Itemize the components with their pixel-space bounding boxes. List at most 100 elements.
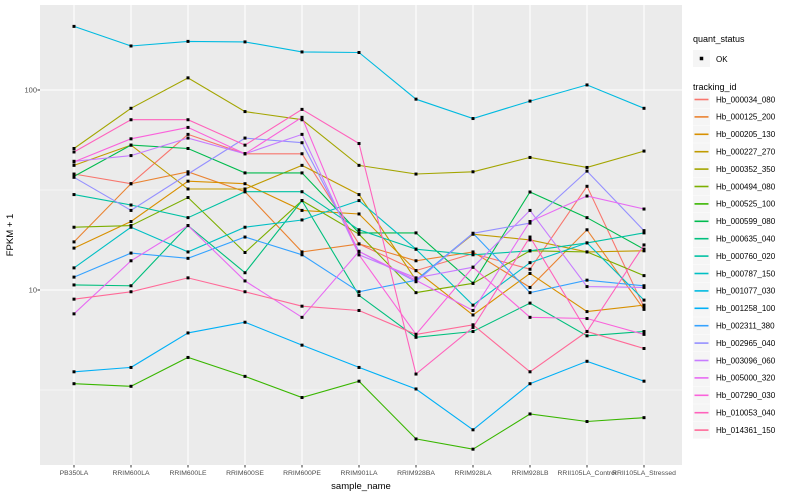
y-tick-label: 10	[29, 286, 37, 295]
data-point	[72, 297, 76, 301]
legend-item-Hb_005000_320: Hb_005000_320	[693, 369, 776, 387]
data-point	[528, 315, 532, 319]
data-point	[72, 146, 76, 150]
data-point	[585, 216, 589, 220]
data-point	[585, 184, 589, 188]
data-point	[471, 231, 475, 235]
data-point	[528, 235, 532, 239]
data-point	[585, 359, 589, 363]
data-point	[528, 238, 532, 242]
data-point	[357, 242, 361, 246]
x-tick-label: RRIM901LA	[340, 470, 377, 477]
data-point	[414, 278, 418, 282]
data-point	[585, 285, 589, 289]
data-point	[414, 259, 418, 263]
data-point	[357, 379, 361, 383]
data-point	[129, 365, 133, 369]
data-point	[642, 207, 646, 211]
data-point	[72, 283, 76, 287]
legend-item-Hb_010053_040: Hb_010053_040	[693, 404, 776, 422]
data-point	[642, 416, 646, 420]
data-point	[72, 163, 76, 167]
legend-item-Hb_000125_200: Hb_000125_200	[693, 108, 776, 126]
data-point	[186, 196, 190, 200]
data-point	[528, 285, 532, 289]
data-point	[300, 118, 304, 122]
data-point	[357, 308, 361, 312]
data-points	[72, 24, 646, 451]
data-point	[129, 182, 133, 186]
data-point	[357, 193, 361, 197]
legend-label: Hb_000034_080	[716, 95, 776, 104]
data-point	[357, 50, 361, 54]
legend-label: Hb_005000_320	[716, 374, 776, 383]
legend-point-swatch	[699, 56, 704, 61]
data-point	[129, 106, 133, 110]
data-point	[186, 132, 190, 136]
data-point	[300, 132, 304, 136]
data-point	[243, 250, 247, 254]
data-point	[471, 250, 475, 254]
data-point	[243, 110, 247, 114]
data-point	[357, 212, 361, 216]
data-point	[72, 370, 76, 374]
data-point	[471, 447, 475, 451]
legend-label: Hb_000635_040	[716, 235, 776, 244]
data-point	[129, 143, 133, 147]
data-point	[300, 253, 304, 257]
data-point	[129, 290, 133, 294]
axis-ticks	[37, 89, 645, 468]
legend-label: Hb_002965_040	[716, 339, 776, 348]
legend-title-quant-status: quant_status	[693, 34, 745, 44]
data-point	[129, 251, 133, 255]
data-point	[471, 253, 475, 257]
data-point	[528, 412, 532, 416]
data-point	[585, 420, 589, 424]
data-point	[186, 136, 190, 140]
data-point	[300, 141, 304, 145]
data-point	[186, 179, 190, 183]
data-point	[72, 175, 76, 179]
data-point	[186, 172, 190, 176]
legend-label-quant: OK	[716, 55, 728, 64]
legend-item-Hb_002311_380: Hb_002311_380	[693, 317, 775, 335]
data-point	[414, 372, 418, 376]
legend-label: Hb_007290_030	[716, 391, 776, 400]
data-point	[414, 280, 418, 284]
data-point	[300, 171, 304, 175]
data-point	[300, 107, 304, 111]
y-axis-title: FPKM + 1	[5, 214, 16, 257]
data-point	[471, 323, 475, 327]
data-point	[357, 253, 361, 257]
data-point	[642, 346, 646, 350]
gridlines	[40, 5, 682, 465]
data-point	[357, 231, 361, 235]
data-point	[129, 137, 133, 141]
data-point	[357, 293, 361, 297]
x-tick-label: RRIM600PE	[283, 470, 321, 477]
legend-item-Hb_000787_150: Hb_000787_150	[693, 265, 776, 282]
x-tick-label: RRIM600LA	[112, 470, 149, 477]
data-point	[243, 143, 247, 147]
data-point	[129, 154, 133, 158]
legend-label: Hb_000352_350	[716, 165, 776, 174]
data-point	[471, 330, 475, 334]
data-point	[300, 199, 304, 203]
data-point	[300, 152, 304, 156]
data-point	[528, 261, 532, 265]
data-point	[642, 243, 646, 247]
data-point	[528, 221, 532, 225]
x-tick-label: RRII105LA_Control	[558, 470, 617, 477]
legend-label: Hb_000494_080	[716, 182, 776, 191]
legend: quant_status OK tracking_id Hb_000034_080 Hb…	[693, 34, 776, 439]
data-point	[300, 115, 304, 119]
data-point	[186, 170, 190, 174]
data-point	[585, 334, 589, 338]
data-point	[414, 437, 418, 441]
data-point	[642, 285, 646, 289]
data-point	[585, 194, 589, 198]
legend-label: Hb_000599_080	[716, 217, 776, 226]
data-point	[300, 315, 304, 319]
